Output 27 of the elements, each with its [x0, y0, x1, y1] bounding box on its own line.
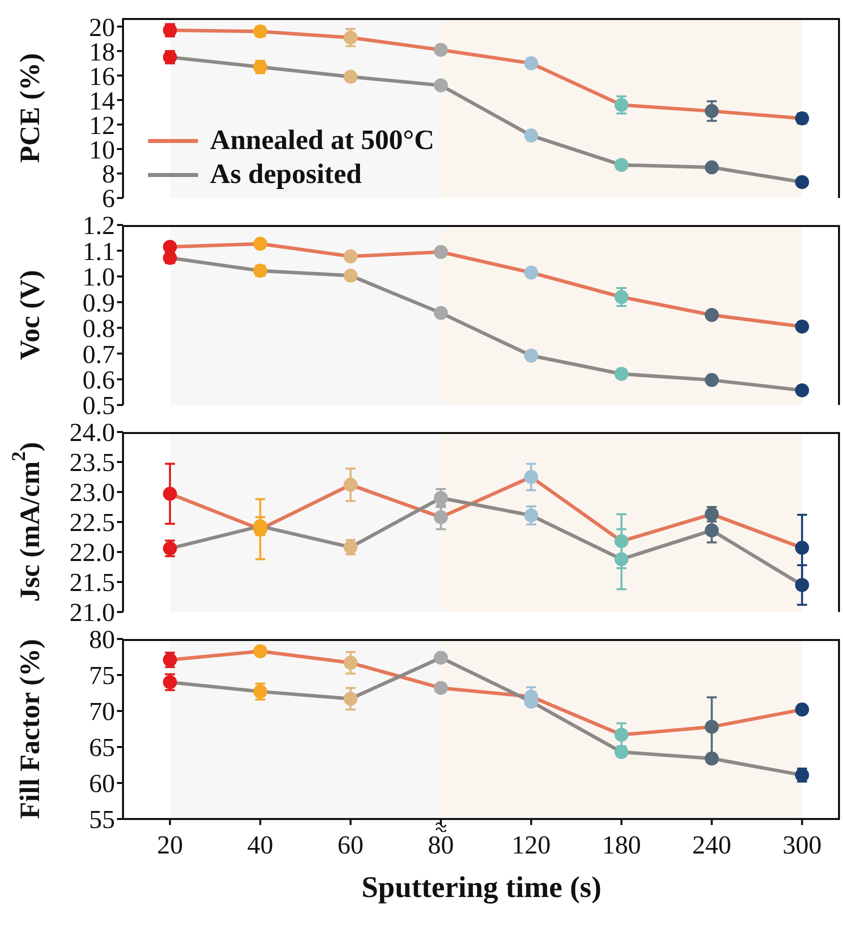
x-tick-label: 300 — [782, 830, 822, 860]
x-tick-label: 120 — [512, 830, 551, 860]
legend-label: Annealed at 500°C — [210, 124, 434, 158]
y-tick-label: 22.5 — [70, 508, 115, 538]
y-tick-label: 21.5 — [70, 568, 115, 598]
x-tick-label: 240 — [692, 830, 732, 860]
y-tick-label: 21.0 — [70, 598, 115, 628]
y-axis-title: Voc (V) — [14, 270, 46, 360]
y-tick-label: 23.5 — [70, 448, 115, 478]
y-tick-label: 24.0 — [70, 418, 115, 448]
y-tick-label: 55 — [89, 805, 115, 834]
x-axis-title: Sputtering time (s) — [360, 871, 602, 905]
x-tick-label: 20 — [156, 830, 183, 860]
x-tick-label: 180 — [602, 830, 641, 860]
y-tick-label: 80 — [89, 625, 115, 654]
y-axis-title: PCE (%) — [14, 53, 46, 163]
y-tick-label: 65 — [89, 733, 115, 762]
y-axis-title: Fill Factor (%) — [14, 639, 46, 819]
y-tick-label: 23.0 — [70, 478, 115, 508]
y-tick-label: 22.0 — [70, 538, 115, 568]
y-tick-label: 70 — [89, 697, 115, 726]
legend-label: As deposited — [210, 158, 362, 192]
y-tick-label: 75 — [89, 661, 115, 690]
x-tick-label: 80 — [428, 830, 454, 860]
x-tick-label: 40 — [247, 830, 274, 860]
y-tick-label: 60 — [89, 769, 115, 798]
x-tick-label: 60 — [338, 830, 364, 860]
